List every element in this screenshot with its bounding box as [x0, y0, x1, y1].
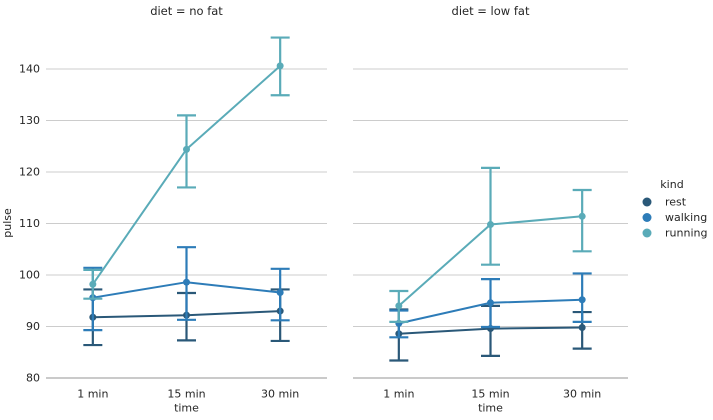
y-tick-label: 110 [19, 217, 40, 230]
data-point-marker [395, 302, 403, 310]
y-tick-label: 140 [19, 63, 40, 76]
data-point-marker [183, 278, 190, 286]
data-point-marker [578, 212, 586, 220]
y-tick-label: 100 [19, 269, 40, 282]
legend-label-running: running [665, 227, 707, 240]
legend-title: kind [660, 178, 683, 191]
y-tick-label: 130 [19, 114, 40, 127]
facet-diet-no-fat: diet = no fat 1 min 15 min 30 min time [77, 4, 299, 415]
x-tick-label: 30 min [563, 388, 601, 401]
data-point-marker [276, 289, 284, 297]
data-point-marker [487, 221, 494, 229]
legend-marker-walking-icon [642, 213, 652, 222]
data-point-marker [276, 62, 284, 70]
y-tick-label: 120 [19, 166, 40, 179]
data-point-marker [578, 296, 586, 304]
facet-title: diet = no fat [150, 4, 223, 18]
series-walking [389, 272, 592, 339]
data-point-marker [183, 145, 190, 153]
legend-marker-running-icon [642, 228, 652, 238]
facet-diet-low-fat: diet = low fat 1 min 15 min 30 min time [383, 4, 601, 415]
x-tick-label: 1 min [383, 388, 414, 401]
legend: kind rest walking running [642, 178, 707, 240]
y-tick-label: 80 [26, 372, 40, 385]
x-axis-label: time [174, 402, 199, 415]
x-tick-label: 1 min [77, 388, 108, 401]
data-point-marker [487, 299, 494, 307]
data-point-marker [578, 324, 586, 332]
data-point-marker [89, 280, 97, 288]
legend-marker-rest-icon [642, 197, 652, 207]
x-tick-label: 15 min [471, 388, 509, 401]
facet-title: diet = low fat [452, 4, 530, 18]
x-tick-label: 30 min [261, 388, 299, 401]
series-running [83, 36, 290, 300]
y-tick-label: 90 [26, 320, 40, 333]
x-axis-label: time [478, 402, 503, 415]
series-running [389, 166, 592, 323]
x-tick-label: 15 min [167, 388, 205, 401]
legend-label-rest: rest [665, 196, 687, 209]
y-axis-label: pulse [1, 208, 14, 238]
legend-label-walking: walking [665, 211, 707, 224]
